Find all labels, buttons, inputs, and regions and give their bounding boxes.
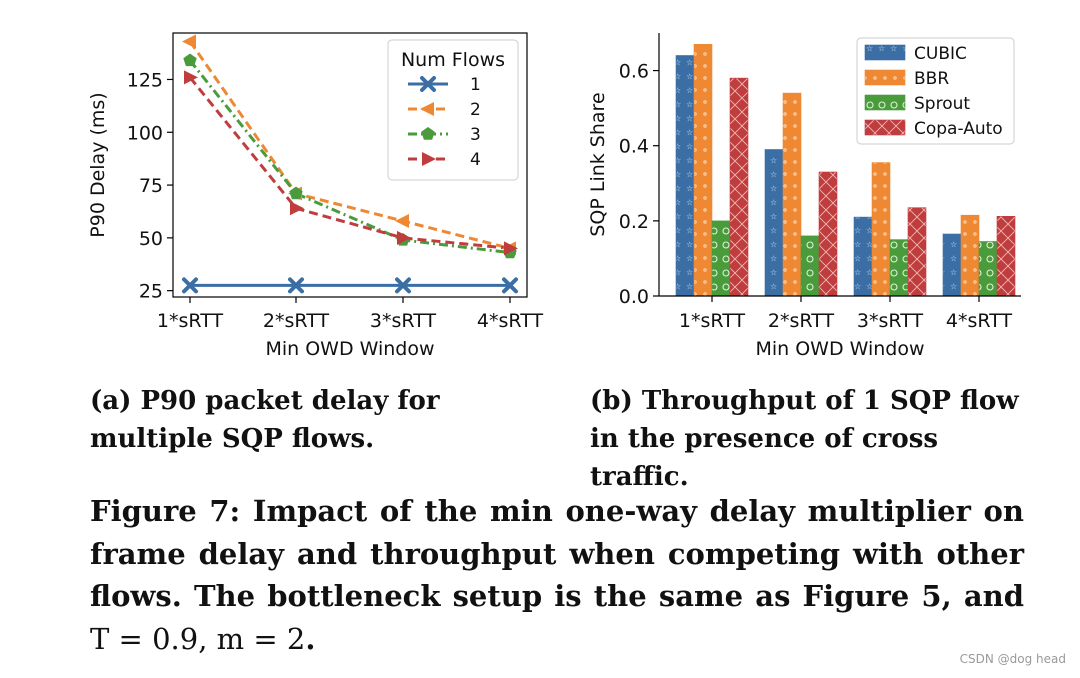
legend-marker-2: [420, 102, 434, 116]
bar-CUBIC: [675, 55, 695, 297]
figure-caption: Figure 7: Impact of the min one-way dela…: [90, 490, 1024, 660]
bar-BBR: [871, 162, 891, 297]
data-point-1: [288, 277, 304, 294]
bar-Sprout: [711, 220, 731, 297]
y-tick-label-b: 0.4: [619, 136, 649, 158]
data-point-4: [504, 241, 518, 256]
watermark: CSDN @dog head: [959, 652, 1066, 666]
y-tick-label-a: 75: [139, 175, 163, 197]
bar-Copa-Auto: [996, 216, 1016, 297]
y-tick-label-b: 0.0: [619, 286, 649, 308]
y-axis-label-b: SQP Link Share: [587, 92, 609, 236]
legend-swatch-Sprout: [864, 94, 906, 111]
series-line-4: [188, 76, 511, 250]
legend-label-BBR: BBR: [914, 69, 949, 89]
legend-label-CUBIC: CUBIC: [914, 44, 967, 64]
y-tick-label-b: 0.2: [619, 211, 649, 233]
legend-swatch-CUBIC: [864, 44, 906, 61]
x-tick-label-a: 3*sRTT: [370, 310, 437, 332]
y-tick-label-a: 125: [127, 69, 163, 91]
data-point-1: [182, 277, 198, 294]
data-point-1: [395, 277, 411, 294]
bar-CUBIC: [942, 233, 962, 297]
x-tick-label-b: 3*sRTT: [857, 310, 924, 332]
legend-label-Copa-Auto: Copa-Auto: [914, 119, 1003, 139]
figure-caption-text: Figure 7: Impact of the min one-way dela…: [90, 494, 1024, 613]
legend-marker-4: [422, 152, 436, 166]
bar-CUBIC: [853, 216, 873, 297]
legend-label-4: 4: [470, 150, 481, 170]
y-tick-label-a: 100: [127, 122, 163, 144]
data-point-2: [182, 34, 196, 49]
legend-box-b: [856, 37, 1015, 145]
bar-BBR: [960, 214, 980, 297]
data-point-4: [397, 230, 411, 245]
bar-Copa-Auto: [729, 77, 749, 297]
subcaption-a: (a) P90 packet delay for multiple SQP fl…: [90, 386, 440, 454]
y-tick-label-a: 50: [139, 228, 163, 250]
legend-swatch-Copa-Auto: [864, 119, 906, 136]
bar-Sprout: [800, 235, 820, 297]
legend-box-a: [387, 39, 519, 181]
bar-Sprout: [889, 239, 909, 297]
y-tick-label-b: 0.6: [619, 61, 649, 83]
data-point-3: [289, 186, 303, 200]
legend-label-3: 3: [470, 125, 481, 145]
legend-label-2: 2: [470, 100, 481, 120]
legend-marker-1: [420, 76, 436, 92]
x-tick-label-a: 4*sRTT: [477, 310, 544, 332]
bar-Sprout: [978, 241, 998, 297]
data-point-4: [184, 70, 198, 85]
legend-label-1: 1: [470, 75, 481, 95]
legend-swatch-BBR: [864, 69, 906, 86]
figure-caption-equation: T = 0.9, m = 2: [90, 621, 306, 656]
y-axis-label-a: P90 Delay (ms): [87, 92, 109, 237]
legend-title-a: Num Flows: [401, 49, 505, 71]
series-line-2: [188, 40, 511, 250]
data-point-1: [502, 277, 518, 294]
bar-BBR: [693, 43, 713, 297]
legend-label-Sprout: Sprout: [914, 94, 970, 114]
subcaption-b: (b) Throughput of 1 SQP flow in the pres…: [590, 386, 1019, 492]
x-tick-label-a: 2*sRTT: [263, 310, 330, 332]
x-tick-label-b: 1*sRTT: [679, 310, 746, 332]
x-tick-label-b: 4*sRTT: [946, 310, 1013, 332]
x-tick-label-a: 1*sRTT: [157, 310, 224, 332]
figure-charts: ☆ 2550751001251*sRTT2*sRTT3*sRTT4*sRTTMi…: [87, 32, 1021, 360]
data-point-4: [290, 201, 304, 216]
plot-frame-a: [172, 32, 528, 298]
bar-CUBIC: [764, 149, 784, 297]
legend-marker-3: [421, 127, 435, 140]
x-axis-label-b: Min OWD Window: [755, 338, 924, 360]
bar-BBR: [782, 92, 802, 297]
link-share-bar-chart: 0.0 0.2 0.4 0.6 1*sRTT 2*sRTT 3*sRTT 4*sRTT Min …: [587, 33, 1021, 360]
bar-Copa-Auto: [818, 171, 838, 297]
x-tick-label-b: 2*sRTT: [768, 310, 835, 332]
delay-line-chart: 25 50 75 100 125 1*sRTT 2*sRTT 3*sRTT 4*sRTT Min …: [87, 32, 544, 360]
data-point-2: [395, 213, 409, 228]
x-axis-label-a: Min OWD Window: [265, 338, 434, 360]
series-line-3: [188, 59, 511, 255]
y-tick-label-a: 25: [139, 281, 163, 303]
figure-caption-end: .: [305, 621, 316, 656]
data-point-3: [183, 53, 197, 67]
bar-Copa-Auto: [907, 207, 927, 297]
